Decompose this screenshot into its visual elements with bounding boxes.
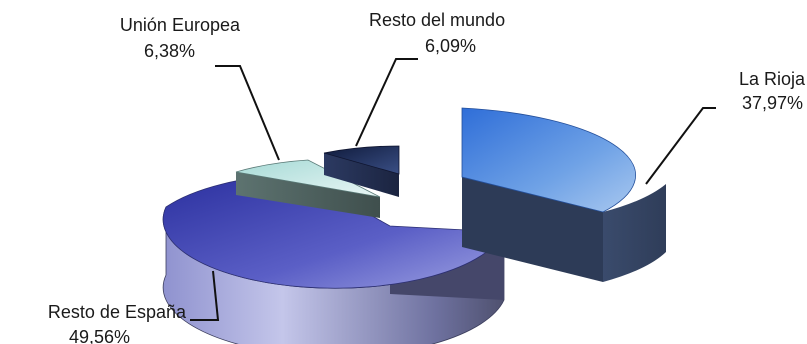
label-union-europea-value: 6,38% (144, 41, 195, 61)
pie-slice-resto-del-mundo (323, 145, 400, 197)
leader-line-resto-de-espana (190, 270, 220, 321)
label-resto-del-mundo-name: Resto del mundo (369, 10, 505, 30)
label-union-europea-name: Unión Europea (120, 15, 241, 35)
pie-slice-la-rioja (461, 107, 666, 282)
pie-slice-resto-de-espana (162, 173, 505, 344)
label-la-rioja-value: 37,97% (742, 93, 803, 113)
label-resto-de-espana-name: Resto de España (48, 302, 187, 322)
label-resto-del-mundo-value: 6,09% (425, 36, 476, 56)
leader-line-resto-del-mundo (355, 58, 418, 147)
leader-line-la-rioja (645, 107, 716, 185)
label-resto-de-espana-value: 49,56% (69, 327, 130, 344)
label-la-rioja-name: La Rioja (739, 69, 806, 89)
pie-slice-union-europea (235, 159, 381, 218)
leader-line-union-europea (215, 65, 280, 161)
